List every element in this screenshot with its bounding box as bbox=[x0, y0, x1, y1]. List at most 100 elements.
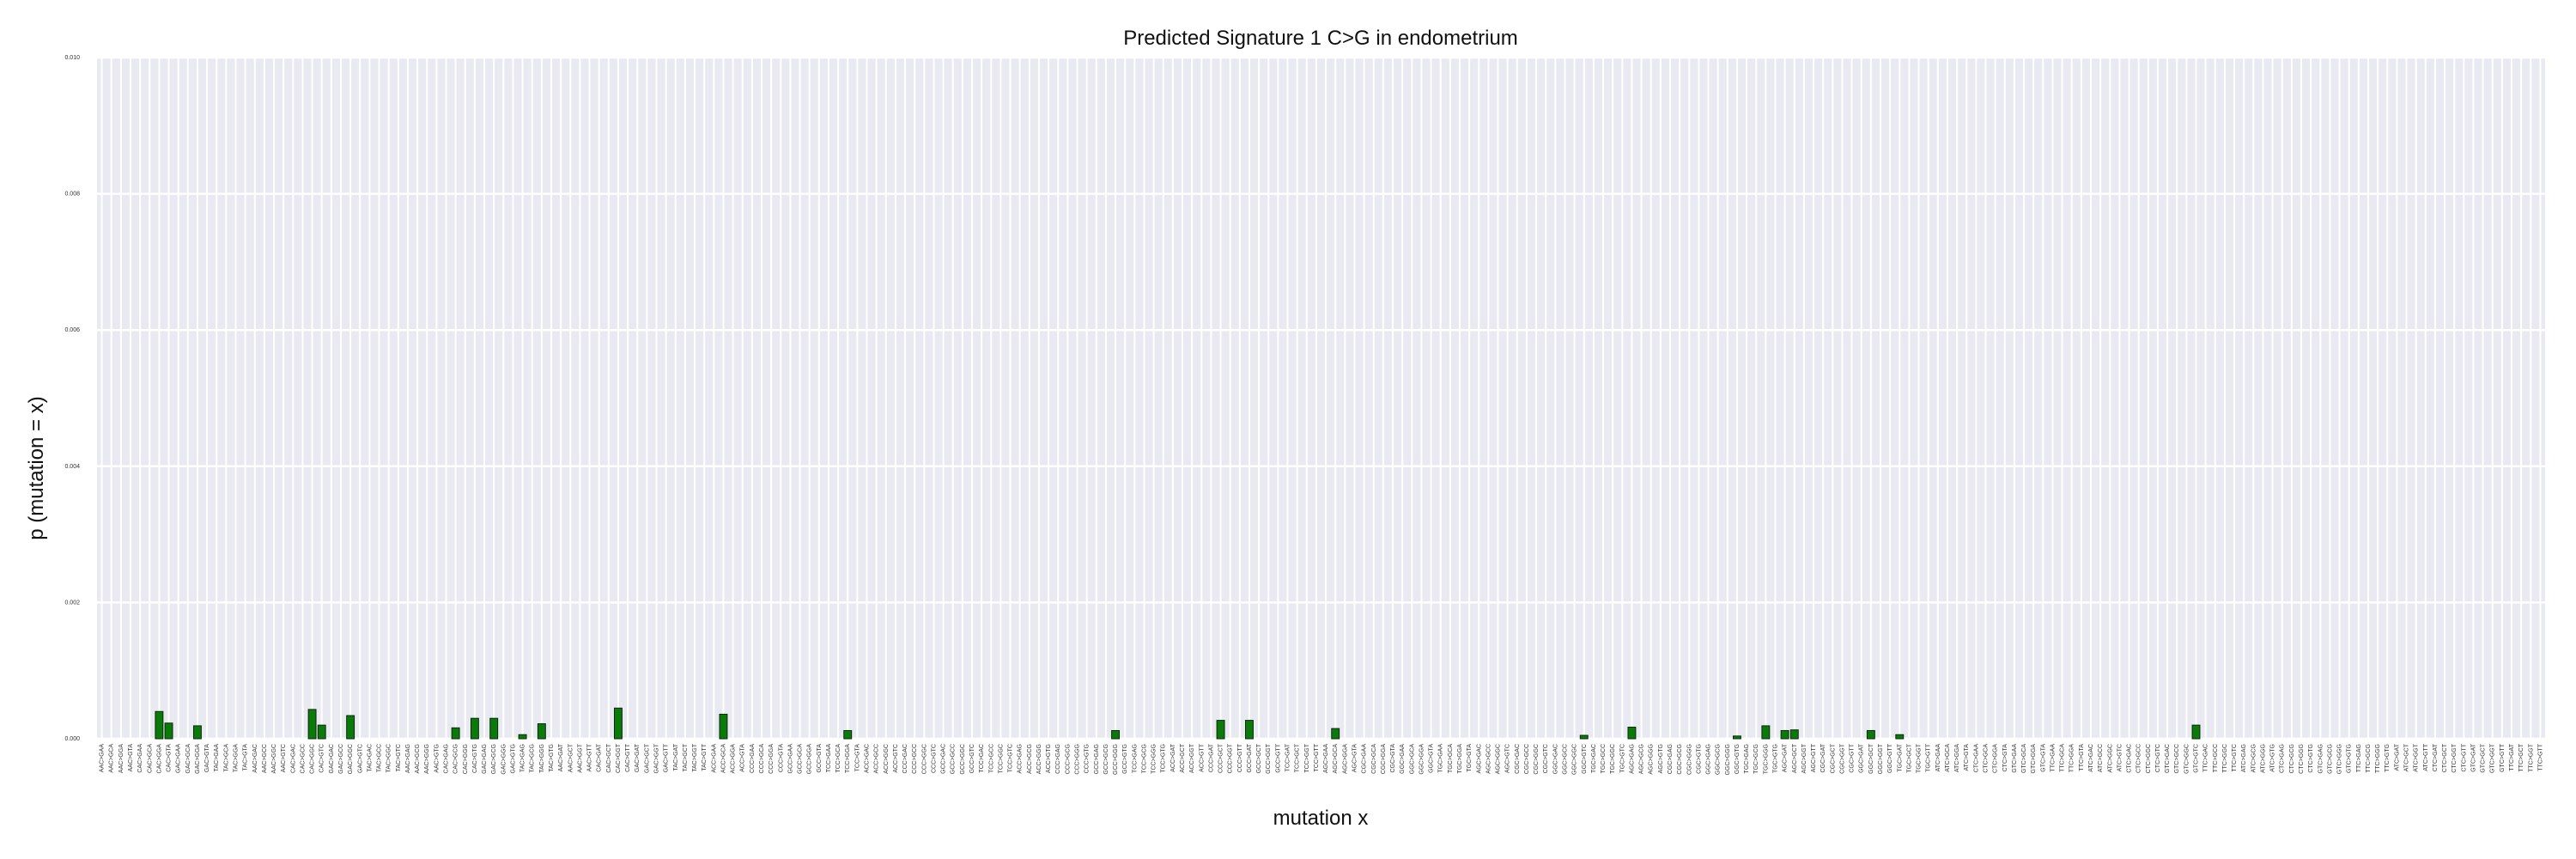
x-tick-label: CTC>GAG bbox=[2280, 744, 2286, 773]
x-tick-label: GGC>GTT bbox=[1887, 743, 1893, 773]
x-tick-label: GCC>GAG bbox=[1094, 744, 1100, 774]
x-tick-label: TCC>GTC bbox=[1008, 744, 1014, 772]
x-tick-label: GCC>GTA bbox=[817, 744, 823, 773]
x-tick-label: GCC>GCA bbox=[798, 744, 804, 774]
x-tick-label: ATC>GAA bbox=[1935, 744, 1941, 772]
x-tick-label: CTC>GTC bbox=[2155, 744, 2161, 772]
x-tick-label: CCC>GGC bbox=[921, 744, 927, 774]
bar bbox=[470, 717, 479, 740]
x-tick-label: GGC>GAG bbox=[1706, 744, 1712, 775]
bar bbox=[317, 724, 326, 740]
x-tick-label: GGC>GGA bbox=[1419, 744, 1425, 775]
x-tick-label: CTC>GGC bbox=[2146, 744, 2152, 773]
x-tick-label: TGC>GTC bbox=[1619, 744, 1625, 773]
x-tick-label: ATC>GTG bbox=[2270, 744, 2276, 772]
x-tick-label: GCC>GAT bbox=[1247, 743, 1253, 772]
x-tick-label: TGC>GGT bbox=[1917, 743, 1923, 773]
x-tick-label: AGC>GGG bbox=[1649, 744, 1655, 775]
x-tick-label: CGC>GTA bbox=[1390, 744, 1396, 773]
chart-title: Predicted Signature 1 C>G in endometrium bbox=[1123, 27, 1518, 50]
x-tick-label: GAC>GCA bbox=[185, 744, 191, 774]
x-tick-label: ACC>GTG bbox=[1046, 744, 1052, 773]
grid-lines bbox=[97, 56, 2545, 740]
x-tick-label: CGC>GCG bbox=[1677, 744, 1683, 775]
bar bbox=[1780, 729, 1789, 740]
x-tick-label: TCC>GGT bbox=[1304, 743, 1310, 772]
x-tick-label: CGC>GTG bbox=[1696, 744, 1702, 774]
x-tick-label: CGC>GCA bbox=[1371, 744, 1377, 774]
x-tick-label: CAC>GCG bbox=[453, 744, 459, 774]
bar bbox=[307, 709, 317, 740]
x-tick-label: TGC>GAT bbox=[1897, 743, 1903, 771]
x-tick-label: GGC>GTG bbox=[1735, 744, 1741, 774]
x-tick-label: AAC>GCC bbox=[262, 744, 268, 773]
x-tick-label: GTC>GTG bbox=[2347, 744, 2353, 773]
x-tick-label: TTC>GTT bbox=[2537, 743, 2543, 771]
x-tick-label: GAC>GGA bbox=[195, 744, 201, 774]
x-tick-label: GTC>GGA bbox=[2031, 744, 2037, 774]
x-tick-label: TTC>GAT bbox=[2509, 743, 2515, 771]
x-tick-label: TGC>GGC bbox=[1610, 744, 1616, 774]
x-tick-label: CTC>GTA bbox=[2002, 744, 2008, 772]
x-tick-label: GCC>GCC bbox=[951, 744, 957, 774]
x-axis-title: mutation x bbox=[1273, 807, 1369, 830]
x-tick-label: TGC>GTT bbox=[1926, 743, 1932, 772]
x-tick-label: ACC>GAA bbox=[711, 744, 717, 773]
x-tick-label: CCC>GCT bbox=[1218, 743, 1224, 773]
x-tick-label: AAC>GTT bbox=[587, 743, 593, 771]
x-tick-label: TTC>GGT bbox=[2528, 743, 2534, 772]
x-tick-label: GGC>GGC bbox=[1572, 744, 1578, 775]
x-tick-label: CGC>GCT bbox=[1830, 743, 1836, 773]
x-tick-label: ATC>GGT bbox=[2414, 743, 2420, 771]
x-tick-label: GAC>GAG bbox=[482, 744, 488, 774]
x-tick-label: GCC>GTC bbox=[969, 744, 975, 773]
x-tick-label: GTC>GTT bbox=[2500, 743, 2506, 772]
x-tick-label: TAC>GGC bbox=[386, 744, 392, 773]
x-tick-label: AAC>GAC bbox=[252, 744, 258, 773]
x-tick-label: GAC>GAC bbox=[329, 744, 335, 773]
x-tick-label: AGC>GCC bbox=[1485, 744, 1492, 774]
bar bbox=[1245, 720, 1254, 740]
x-tick-label: GGC>GCG bbox=[1716, 744, 1722, 775]
x-tick-label: TAC>GGG bbox=[539, 744, 545, 773]
bar bbox=[1895, 734, 1905, 740]
x-tick-label: TCC>GTT bbox=[1314, 743, 1320, 771]
x-tick-label: AGC>GGT bbox=[1801, 743, 1807, 773]
x-tick-label: CAC>GTT bbox=[625, 743, 631, 772]
x-tick-label: GAC>GTC bbox=[357, 744, 363, 773]
x-tick-label: TAC>GAT bbox=[673, 743, 679, 771]
x-tick-label: CAC>GAG bbox=[443, 744, 449, 773]
x-tick-label: TAC>GCT bbox=[683, 743, 689, 771]
x-tick-label: TTC>GAC bbox=[2203, 744, 2209, 772]
x-tick-label: AGC>GAT bbox=[1783, 743, 1789, 772]
x-tick-label: CGC>GAC bbox=[1515, 744, 1521, 774]
x-tick-label: CTC>GAT bbox=[2433, 743, 2439, 771]
x-tick-label: GCC>GCG bbox=[1103, 744, 1109, 775]
x-tick-label: GGC>GCA bbox=[1409, 744, 1415, 775]
x-tick-label: ATC>GAG bbox=[2241, 744, 2247, 772]
x-tick-label: GAC>GTA bbox=[204, 744, 210, 772]
x-tick-label: ACC>GGA bbox=[731, 744, 737, 774]
x-tick-label: CTC>GTG bbox=[2308, 744, 2314, 773]
x-tick-label: GGC>GAA bbox=[1400, 744, 1406, 774]
x-tick-label: TTC>GCA bbox=[2060, 744, 2066, 772]
x-tick-label: CGC>GGT bbox=[1839, 743, 1845, 774]
x-tick-label: CAC>GCC bbox=[300, 744, 306, 773]
bar bbox=[1111, 729, 1121, 740]
x-tick-label: ACC>GAT bbox=[1170, 743, 1176, 771]
x-tick-label: GCC>GGA bbox=[807, 744, 813, 775]
x-tick-label: CAC>GGG bbox=[463, 744, 469, 774]
x-tick-label: CCC>GTT bbox=[1237, 743, 1243, 772]
x-tick-label: GCC>GTT bbox=[1275, 743, 1281, 772]
x-tick-label: TAC>GGT bbox=[692, 743, 698, 771]
x-tick-label: AGC>GGA bbox=[1342, 744, 1348, 774]
x-tick-label: AGC>GTC bbox=[1505, 744, 1511, 773]
x-tick-label: TCC>GTG bbox=[1161, 744, 1167, 773]
x-tick-label: ACC>GAC bbox=[865, 744, 871, 773]
x-tick-label: CAC>GGT bbox=[616, 743, 622, 773]
x-tick-label: TCC>GAG bbox=[1132, 744, 1138, 773]
x-tick-label: TGC>GCG bbox=[1753, 744, 1759, 774]
x-tick-label: TAC>GAC bbox=[367, 744, 373, 772]
x-tick-label: AAC>GCT bbox=[568, 743, 574, 772]
x-tick-label: CCC>GTA bbox=[778, 744, 784, 772]
